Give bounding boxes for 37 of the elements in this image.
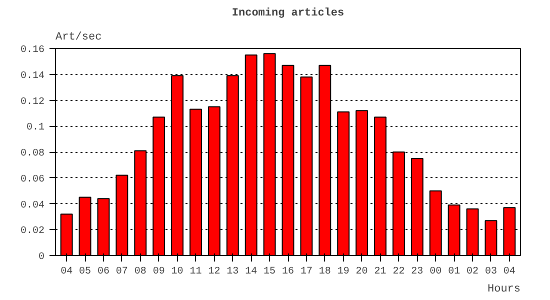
y-axis-title: Art/sec xyxy=(56,32,102,44)
x-tick-label: 17 xyxy=(300,266,312,278)
x-tick-label: 13 xyxy=(226,266,239,278)
x-tick-label: 02 xyxy=(466,266,479,278)
x-tick-label: 07 xyxy=(116,266,128,278)
x-tick-label: 09 xyxy=(152,266,165,278)
x-tick-label: 22 xyxy=(392,266,405,278)
x-tick-label: 20 xyxy=(356,266,368,278)
y-tick-label: 0.04 xyxy=(20,200,45,212)
x-tick-label: 01 xyxy=(448,266,460,278)
chart-title: Incoming articles xyxy=(232,8,344,20)
x-tick-label: 16 xyxy=(282,266,294,278)
x-tick-label: 08 xyxy=(134,266,146,278)
y-tick-label: 0.02 xyxy=(20,226,45,238)
x-axis-title: Hours xyxy=(487,284,521,296)
x-tick-label: 19 xyxy=(337,266,350,278)
x-tick-label: 05 xyxy=(79,266,92,278)
y-tick-label: 0.1 xyxy=(26,122,45,134)
y-tick-label: 0.16 xyxy=(20,45,45,56)
x-tick-label: 15 xyxy=(264,266,276,278)
x-tick-label: 00 xyxy=(430,266,442,278)
x-tick-label: 06 xyxy=(97,266,110,278)
y-tick-label: 0.14 xyxy=(20,70,45,82)
x-tick-label: 04 xyxy=(60,266,73,278)
x-tick-label: 11 xyxy=(190,266,202,278)
x-tick-label: 21 xyxy=(374,266,386,278)
x-tick-label: 03 xyxy=(484,266,497,278)
x-tick-label: 04 xyxy=(503,266,516,278)
y-tick-label: 0.08 xyxy=(20,148,45,160)
x-tick-label: 14 xyxy=(245,266,258,278)
x-tick-label: 18 xyxy=(318,266,331,278)
y-tick-label: 0.06 xyxy=(20,174,45,186)
x-tick-label: 23 xyxy=(411,266,424,278)
y-tick-label: 0.12 xyxy=(20,96,45,108)
x-tick-label: 12 xyxy=(208,266,220,278)
x-tick-label: 10 xyxy=(171,266,184,278)
y-tick-label: 0 xyxy=(38,252,45,263)
